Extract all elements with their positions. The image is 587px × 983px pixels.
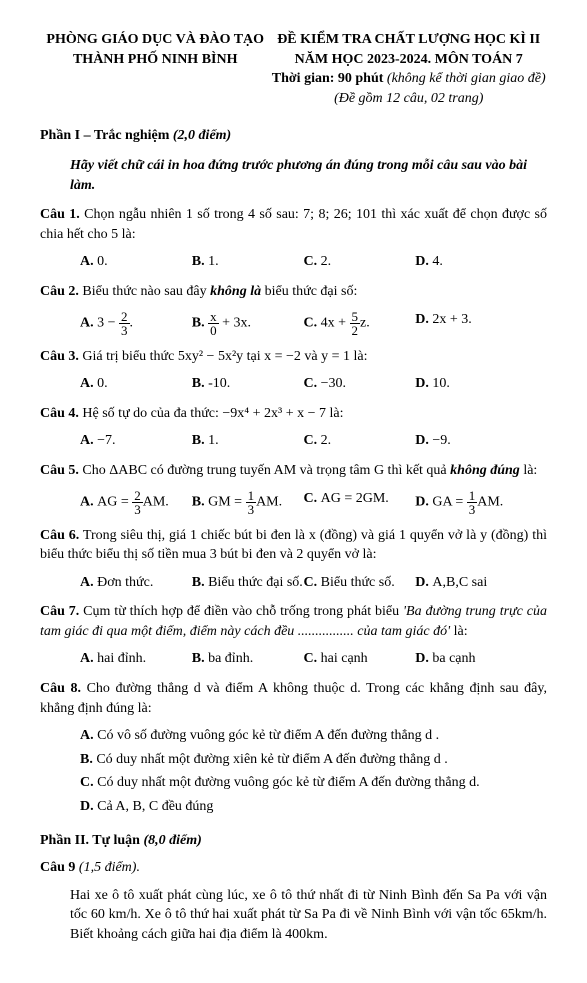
q3-label: Câu 3.	[40, 349, 79, 364]
q4-options: A. −7. B. 1. C. 2. D. −9.	[80, 431, 547, 451]
q6-option-b: B. Biểu thức đại số.	[192, 573, 304, 593]
q6-text: Trong siêu thị, giá 1 chiếc bút bi đen l…	[40, 528, 547, 563]
q2-text1: Biểu thức nào sau đây	[79, 284, 210, 299]
exam-title2: NĂM HỌC 2023-2024. MÔN TOÁN 7	[270, 50, 547, 70]
q7-label: Câu 7.	[40, 604, 79, 619]
part1-instruction: Hãy viết chữ cái in hoa đứng trước phươn…	[70, 156, 547, 195]
q3-option-a: A. 0.	[80, 374, 192, 394]
q2-text2: biểu thức đại số:	[261, 284, 357, 299]
q7-text1: Cụm từ thích hợp để điền vào chỗ trống t…	[79, 604, 403, 619]
q6-options: A. Đơn thức. B. Biểu thức đại số. C. Biể…	[80, 573, 547, 593]
part1-score: (2,0 điểm)	[173, 128, 231, 143]
q1-label: Câu 1.	[40, 207, 80, 222]
q3-option-d: D. 10.	[415, 374, 527, 394]
q4-option-a: A. −7.	[80, 431, 192, 451]
part2-title: Phần II. Tự luận (8,0 điểm)	[40, 831, 547, 851]
question-1: Câu 1. Chọn ngẫu nhiên 1 số trong 4 số s…	[40, 205, 547, 244]
q1-option-b: B. 1.	[192, 252, 304, 272]
q7-options: A. hai đỉnh. B. ba đỉnh. C. hai cạnh D. …	[80, 649, 547, 669]
org-line1: PHÒNG GIÁO DỤC VÀ ĐÀO TẠO	[40, 30, 270, 50]
q7-option-b: B. ba đỉnh.	[192, 649, 304, 669]
header-right: ĐỀ KIỂM TRA CHẤT LƯỢNG HỌC KÌ II NĂM HỌC…	[270, 30, 547, 108]
q1-option-d: D. 4.	[415, 252, 527, 272]
q7-option-c: C. hai cạnh	[304, 649, 416, 669]
q8-text: Cho đường thẳng d và điểm A không thuộc …	[40, 681, 547, 716]
q3-options: A. 0. B. -10. C. −30. D. 10.	[80, 374, 547, 394]
question-8: Câu 8. Cho đường thẳng d và điểm A không…	[40, 679, 547, 718]
q5-label: Câu 5.	[40, 463, 79, 478]
q8-label: Câu 8.	[40, 681, 81, 696]
q5-text1: Cho ΔABC có đường trung tuyến AM và trọn…	[79, 463, 450, 478]
page-header: PHÒNG GIÁO DỤC VÀ ĐÀO TẠO THÀNH PHỐ NINH…	[40, 30, 547, 108]
q6-option-c: C. Biểu thức số.	[304, 573, 416, 593]
q1-text: Chọn ngẫu nhiên 1 số trong 4 số sau: 7; …	[40, 207, 547, 242]
q6-option-a: A. Đơn thức.	[80, 573, 192, 593]
q4-option-b: B. 1.	[192, 431, 304, 451]
question-5: Câu 5. Cho ΔABC có đường trung tuyến AM …	[40, 461, 547, 481]
q2-option-d: D. 2x + 3.	[415, 310, 527, 337]
header-left: PHÒNG GIÁO DỤC VÀ ĐÀO TẠO THÀNH PHỐ NINH…	[40, 30, 270, 108]
q1-option-c: C. 2.	[304, 252, 416, 272]
part1-title: Phần I – Trắc nghiệm (2,0 điểm)	[40, 126, 547, 146]
q5-em: không đúng	[450, 463, 520, 478]
question-2: Câu 2. Biểu thức nào sau đây không là bi…	[40, 282, 547, 302]
q5-options: A. AG = 23AM. B. GM = 13AM. C. AG = 2GM.…	[80, 489, 547, 516]
question-9-head: Câu 9 (1,5 điểm).	[40, 858, 547, 878]
q8-option-d: D. Cả A, B, C đều đúng	[80, 797, 547, 817]
q2-label: Câu 2.	[40, 284, 79, 299]
part1-label: Phần I – Trắc nghiệm	[40, 128, 173, 143]
q7-option-d: D. ba cạnh	[415, 649, 527, 669]
q3-option-b: B. -10.	[192, 374, 304, 394]
q1-options: A. 0. B. 1. C. 2. D. 4.	[80, 252, 547, 272]
q3-text: Giá trị biểu thức 5xy² − 5x²y tại x = −2…	[79, 349, 368, 364]
part2-score: (8,0 điểm)	[143, 833, 201, 848]
q9-score: (1,5 điểm).	[79, 860, 140, 875]
q2-em: không là	[210, 284, 261, 299]
q4-label: Câu 4.	[40, 406, 79, 421]
q5-option-a: A. AG = 23AM.	[80, 489, 192, 516]
time-note: (không kể thời gian giao đề)	[387, 71, 546, 86]
q4-option-d: D. −9.	[415, 431, 527, 451]
q6-option-d: D. A,B,C sai	[415, 573, 527, 593]
question-7: Câu 7. Cụm từ thích hợp để điền vào chỗ …	[40, 602, 547, 641]
q5-option-d: D. GA = 13AM.	[415, 489, 527, 516]
q4-text: Hệ số tự do của đa thức: −9x⁴ + 2x³ + x …	[79, 406, 344, 421]
q2-option-a: A. 3 − 23.	[80, 310, 192, 337]
exam-title1: ĐỀ KIỂM TRA CHẤT LƯỢNG HỌC KÌ II	[270, 30, 547, 50]
exam-time: Thời gian: 90 phút (không kể thời gian g…	[270, 69, 547, 89]
q5-text2: là:	[520, 463, 538, 478]
q7-option-a: A. hai đỉnh.	[80, 649, 192, 669]
q5-option-c: C. AG = 2GM.	[304, 489, 416, 516]
q4-option-c: C. 2.	[304, 431, 416, 451]
q8-option-c: C. Có duy nhất một đường vuông góc kẻ từ…	[80, 773, 547, 793]
q2-option-c: C. 4x + 52z.	[304, 310, 416, 337]
q8-options: A. Có vô số đường vuông góc kẻ từ điểm A…	[80, 726, 547, 816]
exam-pages: (Đề gồm 12 câu, 02 trang)	[270, 89, 547, 109]
q1-option-a: A. 0.	[80, 252, 192, 272]
org-line2: THÀNH PHỐ NINH BÌNH	[40, 50, 270, 70]
q5-option-b: B. GM = 13AM.	[192, 489, 304, 516]
time-label: Thời gian: 90 phút	[272, 71, 387, 86]
q2-option-b: B. x0 + 3x.	[192, 310, 304, 337]
q6-label: Câu 6.	[40, 528, 79, 543]
q9-label: Câu 9	[40, 860, 79, 875]
q7-text2: là:	[450, 624, 468, 639]
q8-option-b: B. Có duy nhất một đường xiên kẻ từ điểm…	[80, 750, 547, 770]
q3-option-c: C. −30.	[304, 374, 416, 394]
question-4: Câu 4. Hệ số tự do của đa thức: −9x⁴ + 2…	[40, 404, 547, 424]
q9-body: Hai xe ô tô xuất phát cùng lúc, xe ô tô …	[70, 886, 547, 945]
part2-label: Phần II. Tự luận	[40, 833, 143, 848]
question-3: Câu 3. Giá trị biểu thức 5xy² − 5x²y tại…	[40, 347, 547, 367]
question-6: Câu 6. Trong siêu thị, giá 1 chiếc bút b…	[40, 526, 547, 565]
q8-option-a: A. Có vô số đường vuông góc kẻ từ điểm A…	[80, 726, 547, 746]
q2-options: A. 3 − 23. B. x0 + 3x. C. 4x + 52z. D. 2…	[80, 310, 547, 337]
